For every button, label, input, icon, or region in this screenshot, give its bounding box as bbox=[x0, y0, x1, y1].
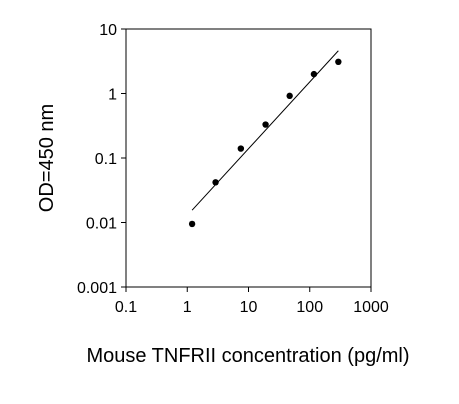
y-tick-label: 0.01 bbox=[86, 216, 117, 233]
data-point bbox=[310, 70, 318, 78]
y-tick-label: 10 bbox=[99, 22, 117, 39]
data-point bbox=[237, 145, 245, 152]
plot-area bbox=[125, 28, 372, 288]
y-axis-tick-labels: 10 1 0.1 0.01 0.001 bbox=[77, 22, 117, 297]
x-axis-tick-labels: 0.1 1 10 100 1000 bbox=[115, 299, 389, 316]
y-tick-label: 1 bbox=[108, 87, 117, 104]
y-tick-label: 0.1 bbox=[95, 151, 117, 168]
data-point bbox=[212, 179, 219, 186]
x-tick-label: 1 bbox=[183, 299, 192, 316]
data-point bbox=[262, 121, 269, 128]
y-axis-ticks bbox=[121, 28, 126, 288]
y-tick-label: 0.001 bbox=[77, 280, 117, 297]
data-point bbox=[335, 58, 342, 66]
x-tick-label: 10 bbox=[240, 299, 258, 316]
data-point bbox=[286, 92, 293, 100]
x-tick-label: 0.1 bbox=[115, 299, 137, 316]
y-axis-title: OD=450 nm bbox=[36, 104, 58, 212]
x-axis-title: Mouse TNFRII concentration (pg/ml) bbox=[86, 345, 409, 367]
x-axis-ticks bbox=[125, 287, 372, 292]
data-points bbox=[188, 58, 342, 228]
x-tick-label: 100 bbox=[296, 299, 323, 316]
x-tick-label: 1000 bbox=[353, 299, 389, 316]
data-point bbox=[188, 220, 196, 228]
